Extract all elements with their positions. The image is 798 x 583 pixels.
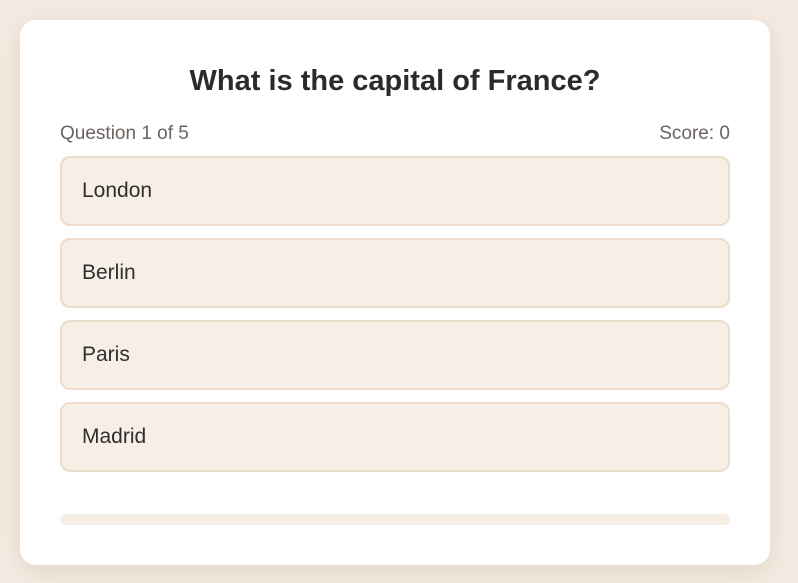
- progress-bar: [60, 514, 730, 525]
- score-display: Score: 0: [659, 123, 730, 144]
- answer-option-berlin[interactable]: Berlin: [60, 238, 730, 308]
- quiz-card: What is the capital of France? Question …: [20, 20, 770, 565]
- answer-option-london[interactable]: London: [60, 156, 730, 226]
- quiz-status-bar: Question 1 of 5 Score: 0: [60, 121, 730, 147]
- answer-option-madrid[interactable]: Madrid: [60, 402, 730, 472]
- question-counter: Question 1 of 5: [60, 123, 189, 144]
- answer-list: London Berlin Paris Madrid: [60, 156, 730, 472]
- answer-option-paris[interactable]: Paris: [60, 320, 730, 390]
- question-text: What is the capital of France?: [189, 65, 601, 97]
